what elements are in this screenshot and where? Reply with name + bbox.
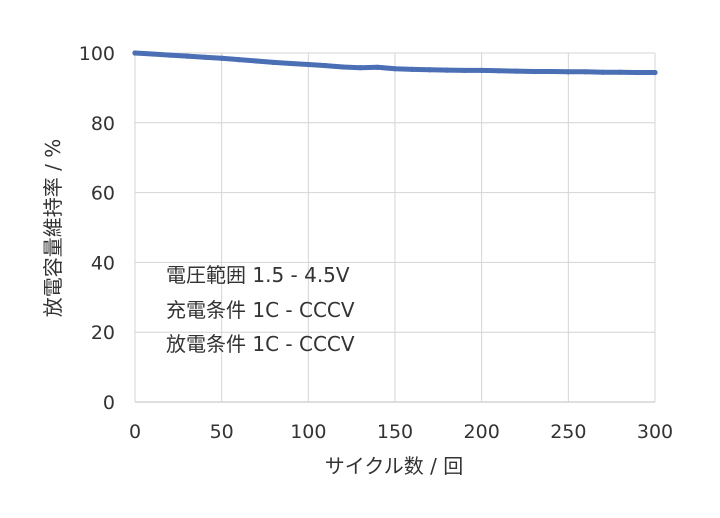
- data-point: [149, 51, 155, 57]
- discharge-condition-text: 放電条件 1C - CCCV: [166, 332, 355, 356]
- y-tick-label: 80: [91, 113, 115, 135]
- data-point: [323, 62, 329, 69]
- x-tick-label: 300: [637, 421, 673, 443]
- data-point: [167, 52, 173, 58]
- x-tick-label: 100: [290, 421, 326, 443]
- data-point: [305, 61, 311, 68]
- data-point: [201, 54, 207, 60]
- grid-layer: [134, 52, 656, 403]
- data-point: [444, 67, 450, 73]
- charge-condition-text: 充電条件 1C - CCCV: [166, 298, 355, 322]
- x-tick-label: 50: [210, 421, 234, 443]
- x-tick-label: 200: [464, 421, 500, 443]
- data-point: [271, 59, 277, 66]
- data-point: [513, 68, 519, 74]
- data-point: [600, 69, 606, 75]
- x-tick-label: 250: [550, 421, 586, 443]
- data-point: [617, 69, 623, 75]
- y-tick-label: 0: [103, 392, 115, 414]
- x-tick-label: 0: [129, 421, 141, 443]
- data-point: [427, 67, 433, 73]
- data-point: [496, 68, 502, 74]
- data-point: [409, 66, 415, 73]
- voltage-range-text: 電圧範囲 1.5 - 4.5V: [166, 263, 350, 287]
- data-point: [132, 50, 138, 56]
- data-point: [652, 69, 658, 76]
- x-axis-ticks: 0 50 100 150 200 250 300: [129, 421, 673, 443]
- data-point: [479, 67, 485, 74]
- y-tick-label: 60: [91, 183, 115, 205]
- y-axis-title: 放電容量維持率 / %: [41, 139, 65, 317]
- y-tick-label: 40: [91, 252, 115, 274]
- y-tick-label: 20: [91, 322, 115, 344]
- data-point: [583, 69, 589, 75]
- data-point: [375, 64, 381, 70]
- data-point: [184, 53, 190, 59]
- data-point: [635, 69, 641, 76]
- data-point: [548, 68, 554, 75]
- x-tick-label: 150: [377, 421, 413, 443]
- data-point: [253, 58, 259, 64]
- data-point: [219, 55, 225, 61]
- data-point: [461, 67, 467, 74]
- series-layer: [132, 50, 658, 76]
- data-point: [531, 68, 537, 75]
- data-point: [340, 64, 346, 70]
- y-tick-label: 100: [79, 43, 115, 65]
- y-axis-ticks: 0 20 40 60 80 100: [79, 43, 115, 414]
- x-axis-title: サイクル数 / 回: [325, 454, 463, 478]
- data-point: [565, 69, 571, 75]
- data-point: [392, 66, 398, 72]
- conditions-annotation: 電圧範囲 1.5 - 4.5V 充電条件 1C - CCCV 放電条件 1C -…: [166, 263, 355, 356]
- data-point: [288, 60, 294, 67]
- data-point: [236, 57, 242, 63]
- data-point: [357, 65, 363, 71]
